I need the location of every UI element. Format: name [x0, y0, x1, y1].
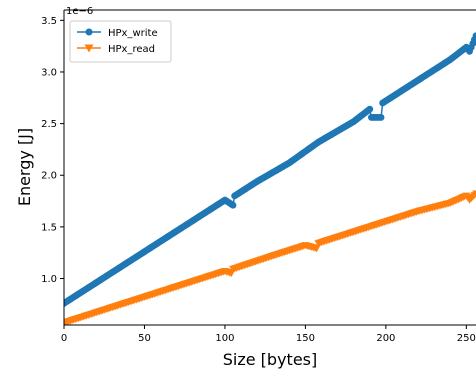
y-axis-label: Energy [J]: [15, 128, 34, 206]
data-point-HPx_write: [229, 201, 237, 209]
y-tick-label: 2.0: [41, 171, 57, 182]
plot-area: [64, 32, 476, 325]
legend: HPx_write HPx_read: [69, 20, 172, 63]
legend-marker-read: [84, 44, 94, 53]
x-tick-label: 250: [457, 333, 476, 344]
x-tick-label: 150: [296, 333, 315, 344]
x-tick-label: 0: [61, 333, 67, 344]
data-point-HPx_write: [472, 32, 476, 40]
data-point-HPx_read: [312, 245, 321, 253]
x-axis-label: Size [bytes]: [223, 350, 318, 369]
y-tick-label: 3.5: [41, 16, 57, 27]
x-tick-label: 50: [138, 333, 151, 344]
data-point-HPx_read: [472, 190, 476, 198]
legend-label-write: HPx_write: [108, 28, 158, 39]
y-tick-label: 2.5: [41, 119, 57, 130]
y-tick-label: 1.0: [41, 274, 57, 285]
legend-marker-write: [85, 28, 93, 36]
data-point-HPx_write: [377, 114, 385, 121]
y-tick-label: 3.0: [41, 67, 57, 78]
axes: 0 50 100 150 200 250 1.0 1.5 2.0 2.5 3.0 3.5: [41, 9, 476, 344]
legend-label-read: HPx_read: [108, 44, 155, 55]
data-point-HPx_write: [366, 105, 374, 113]
y-tick-label: 1.5: [41, 222, 57, 233]
series-group: [64, 32, 476, 325]
x-tick-label: 100: [215, 333, 234, 344]
y-offset-label: 1e−6: [66, 6, 93, 17]
x-tick-label: 200: [376, 333, 395, 344]
